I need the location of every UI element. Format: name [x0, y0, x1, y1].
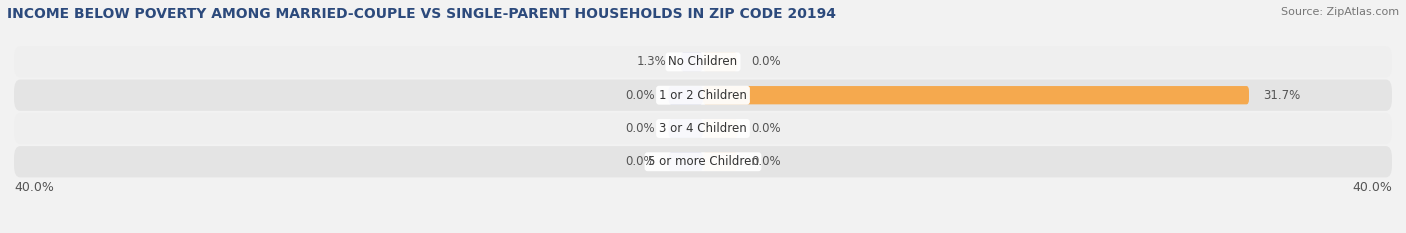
FancyBboxPatch shape	[14, 46, 1392, 78]
Text: 0.0%: 0.0%	[626, 89, 655, 102]
FancyBboxPatch shape	[669, 119, 703, 138]
FancyBboxPatch shape	[703, 119, 738, 138]
FancyBboxPatch shape	[14, 113, 1392, 144]
Text: 1.3%: 1.3%	[637, 55, 666, 69]
Text: 0.0%: 0.0%	[751, 122, 780, 135]
FancyBboxPatch shape	[703, 153, 738, 171]
Text: 40.0%: 40.0%	[1353, 181, 1392, 194]
FancyBboxPatch shape	[14, 79, 1392, 111]
Text: INCOME BELOW POVERTY AMONG MARRIED-COUPLE VS SINGLE-PARENT HOUSEHOLDS IN ZIP COD: INCOME BELOW POVERTY AMONG MARRIED-COUPL…	[7, 7, 837, 21]
FancyBboxPatch shape	[14, 146, 1392, 177]
Legend: Married Couples, Single Parents: Married Couples, Single Parents	[582, 230, 824, 233]
Text: 0.0%: 0.0%	[626, 155, 655, 168]
Text: 5 or more Children: 5 or more Children	[648, 155, 758, 168]
Text: 31.7%: 31.7%	[1263, 89, 1301, 102]
Text: 0.0%: 0.0%	[751, 55, 780, 69]
FancyBboxPatch shape	[703, 53, 738, 71]
FancyBboxPatch shape	[669, 86, 703, 104]
Text: 0.0%: 0.0%	[751, 155, 780, 168]
Text: 1 or 2 Children: 1 or 2 Children	[659, 89, 747, 102]
Text: Source: ZipAtlas.com: Source: ZipAtlas.com	[1281, 7, 1399, 17]
Text: 40.0%: 40.0%	[14, 181, 53, 194]
FancyBboxPatch shape	[669, 153, 703, 171]
Text: 0.0%: 0.0%	[626, 122, 655, 135]
FancyBboxPatch shape	[703, 86, 1249, 104]
Text: No Children: No Children	[668, 55, 738, 69]
FancyBboxPatch shape	[681, 53, 703, 71]
Text: 3 or 4 Children: 3 or 4 Children	[659, 122, 747, 135]
